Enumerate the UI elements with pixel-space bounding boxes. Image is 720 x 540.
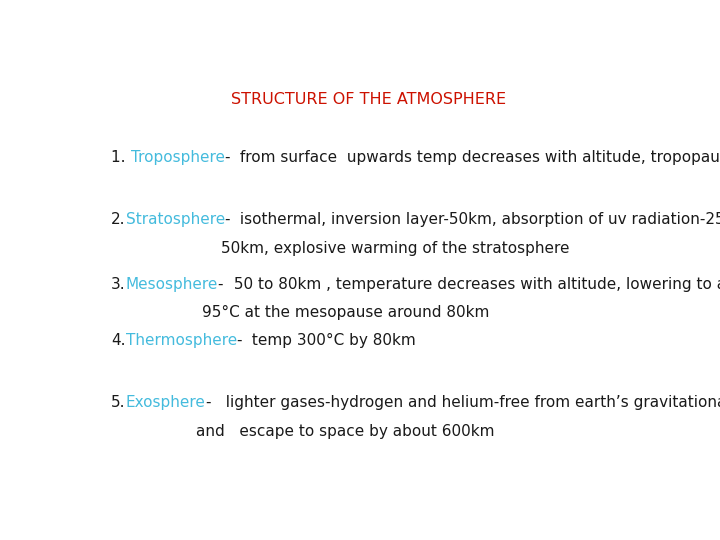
Text: -: - — [225, 212, 235, 227]
Text: 50 to 80km , temperature decreases with altitude, lowering to about –: 50 to 80km , temperature decreases with … — [228, 277, 720, 292]
Text: isothermal, inversion layer-50km, absorption of uv radiation-25-: isothermal, inversion layer-50km, absorp… — [235, 212, 720, 227]
Text: Exosphere: Exosphere — [126, 395, 206, 410]
Text: STRUCTURE OF THE ATMOSPHERE: STRUCTURE OF THE ATMOSPHERE — [231, 92, 507, 107]
Text: temp 300°C by 80km: temp 300°C by 80km — [248, 333, 416, 348]
Text: -: - — [218, 277, 228, 292]
Text: 4.: 4. — [111, 333, 126, 348]
Text: -: - — [206, 395, 216, 410]
Text: -: - — [237, 333, 248, 348]
Text: 3.: 3. — [111, 277, 126, 292]
Text: 95°C at the mesopause around 80km: 95°C at the mesopause around 80km — [202, 305, 489, 320]
Text: Thermosphere: Thermosphere — [126, 333, 237, 348]
Text: Troposphere: Troposphere — [130, 150, 225, 165]
Text: 50km, explosive warming of the stratosphere: 50km, explosive warming of the stratosph… — [221, 241, 570, 255]
Text: 5.: 5. — [111, 395, 126, 410]
Text: and   escape to space by about 600km: and escape to space by about 600km — [196, 424, 495, 438]
Text: -: - — [225, 150, 235, 165]
Text: from surface  upwards temp decreases with altitude, tropopause: from surface upwards temp decreases with… — [235, 150, 720, 165]
Text: 2.: 2. — [111, 212, 126, 227]
Text: lighter gases-hydrogen and helium-free from earth’s gravitational field: lighter gases-hydrogen and helium-free f… — [216, 395, 720, 410]
Text: 1.: 1. — [111, 150, 130, 165]
Text: Mesosphere: Mesosphere — [126, 277, 218, 292]
Text: Stratosphere: Stratosphere — [126, 212, 225, 227]
